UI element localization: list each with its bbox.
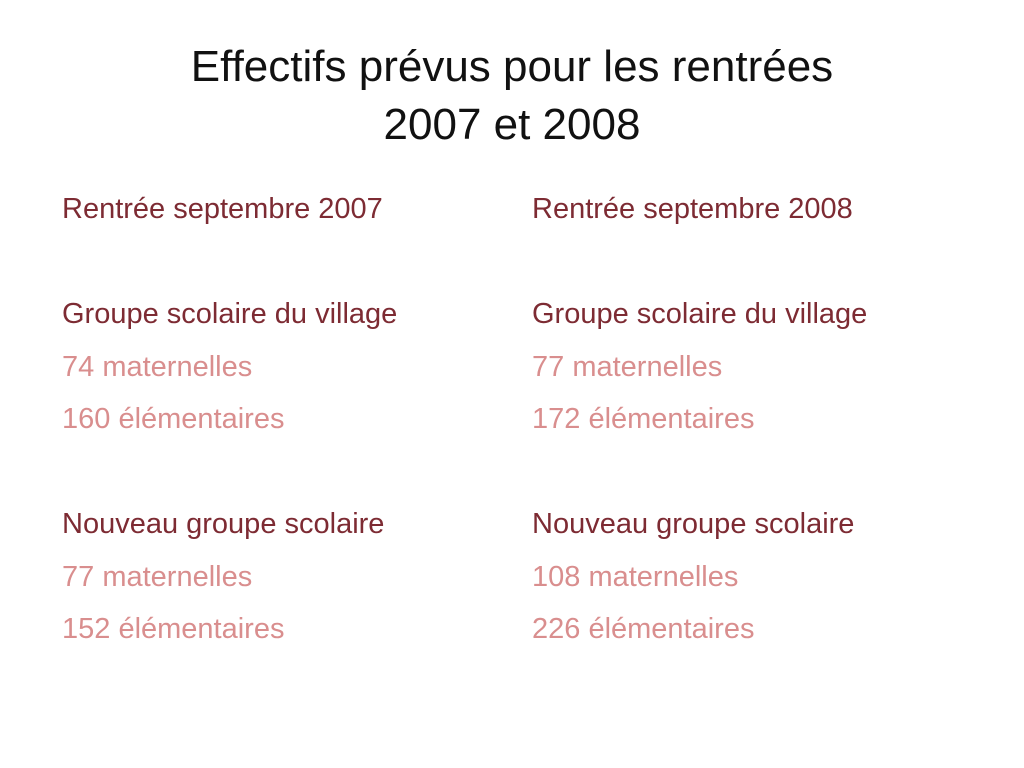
column-2008: Rentrée septembre 2008 Groupe scolaire d… [532,183,867,656]
spacer [532,446,867,499]
group-name: Nouveau groupe scolaire [532,508,855,540]
maternelles-count: 74 maternelles [62,350,253,383]
elementaires-count: 226 élémentaires [532,613,755,645]
column-heading: Rentrée septembre 2007 [62,193,383,225]
column-2007: Rentrée septembre 2007 Groupe scolaire d… [62,183,397,656]
elementaires-count: 172 élémentaires [532,403,755,435]
title-line-1: Effectifs prévus pour les rentrées [190,42,834,91]
maternelles-count: 108 maternelles [532,560,739,593]
maternelles-count: 77 maternelles [62,560,253,593]
group-name: Groupe scolaire du village [62,298,398,330]
title-line-2: 2007 et 2008 [383,100,641,149]
maternelles-count: 77 maternelles [532,350,723,383]
elementaires-count: 160 élémentaires [62,403,285,435]
group-name: Groupe scolaire du village [532,298,868,330]
slide-title: Effectifs prévus pour les rentrées 2007 … [0,38,1024,154]
spacer [62,446,397,499]
spacer [532,236,867,289]
elementaires-count: 152 élémentaires [62,613,285,645]
group-name: Nouveau groupe scolaire [62,508,385,540]
column-heading: Rentrée septembre 2008 [532,193,853,225]
spacer [62,236,397,289]
